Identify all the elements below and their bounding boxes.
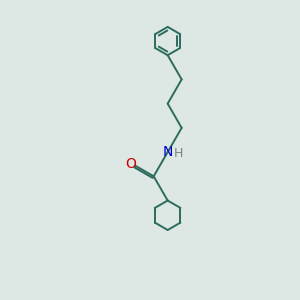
Text: O: O: [125, 158, 136, 171]
Text: N: N: [163, 145, 173, 159]
Text: H: H: [174, 147, 184, 160]
